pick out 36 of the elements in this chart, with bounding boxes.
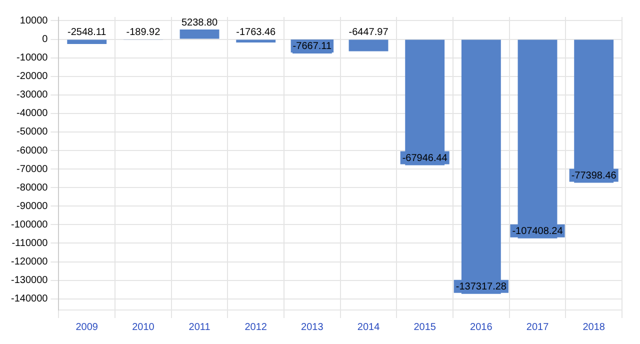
y-tick-label: -130000 [10,275,48,286]
y-tick-label: -110000 [12,238,48,249]
data-label: 5238.80 [181,17,218,28]
data-label: -67946.44 [402,153,448,164]
data-label: -137317.28 [456,282,507,293]
y-tick-label: 0 [42,34,48,46]
data-label: -107408.24 [512,226,564,238]
data-label: -1763.46 [236,27,276,38]
x-tick-label: 2011 [188,322,211,333]
y-tick-label: -50000 [16,126,48,138]
data-label: -2548.11 [67,27,107,38]
x-tick-label: 2018 [582,322,606,333]
y-tick-label: -40000 [16,108,48,120]
data-label: -7667.11 [292,41,332,52]
x-tick-label: 2010 [132,322,155,333]
y-tick-label: 10000 [20,15,48,26]
y-tick-label: -90000 [16,200,48,212]
data-label: -77398.46 [571,170,617,182]
x-tick-label: 2014 [357,322,380,333]
x-tick-label: 2009 [76,322,98,333]
y-tick-label: -60000 [16,145,48,156]
y-tick-label: -100000 [10,219,48,230]
y-tick-label: -120000 [10,256,48,268]
data-label: -6447.97 [348,27,389,38]
y-tick-label: -140000 [10,294,48,305]
x-tick-label: 2017 [526,322,550,333]
y-tick-label: -10000 [16,52,48,64]
x-tick-label: 2016 [470,322,493,333]
x-tick-label: 2013 [301,322,324,333]
y-tick-label: -80000 [16,182,48,194]
y-tick-label: -30000 [16,90,48,101]
data-label: -189.92 [126,27,161,38]
y-tick-label: -20000 [16,71,48,82]
x-tick-label: 2012 [244,322,268,333]
y-tick-label: -70000 [16,164,48,175]
x-tick-label: 2015 [414,322,436,333]
